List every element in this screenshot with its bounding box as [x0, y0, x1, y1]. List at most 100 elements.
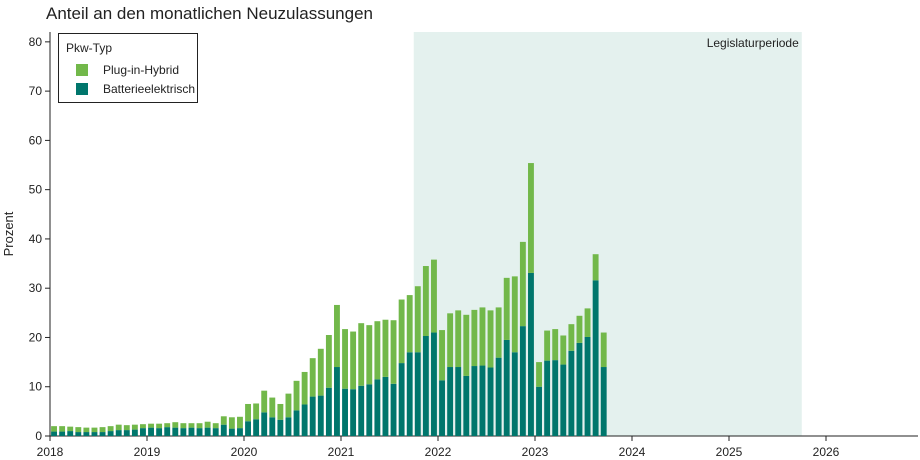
- axes: 0 10 20 30 40 50 60 70 80 2018 2019 2020 2021 2022 202…: [29, 32, 918, 459]
- bar-plug-in-hybrid: [253, 403, 260, 420]
- bar-batterieelektrisch: [390, 383, 397, 436]
- bar-batterieelektrisch: [245, 421, 251, 436]
- bar-batterieelektrisch: [220, 424, 227, 436]
- bar-plug-in-hybrid: [228, 417, 235, 429]
- bar-plug-in-hybrid: [568, 324, 575, 351]
- bar-batterieelektrisch: [600, 367, 607, 436]
- legislaturperiode-label: Legislaturperiode: [707, 36, 799, 50]
- bar-plug-in-hybrid: [212, 423, 219, 429]
- bar-plug-in-hybrid: [560, 335, 567, 365]
- legend-label-bev: Batterieelektrisch: [103, 82, 196, 96]
- bar-plug-in-hybrid: [196, 423, 203, 429]
- bar-plug-in-hybrid: [285, 393, 292, 418]
- bar-plug-in-hybrid: [544, 330, 551, 361]
- bar-plug-in-hybrid: [358, 323, 365, 386]
- y-tick-label: 80: [29, 35, 43, 49]
- bar-batterieelektrisch: [123, 430, 130, 436]
- bar-batterieelektrisch: [584, 336, 591, 436]
- bar-plug-in-hybrid: [269, 397, 276, 418]
- bar-batterieelektrisch: [406, 352, 413, 436]
- bar-batterieelektrisch: [180, 428, 187, 436]
- bar-plug-in-hybrid: [479, 307, 486, 366]
- bar-plug-in-hybrid: [536, 362, 542, 387]
- period-layer: Legislaturperiode: [413, 32, 802, 436]
- bar-plug-in-hybrid: [503, 277, 510, 340]
- y-tick-label: 60: [29, 133, 43, 147]
- bar-batterieelektrisch: [552, 360, 559, 436]
- bar-batterieelektrisch: [325, 387, 332, 436]
- bar-plug-in-hybrid: [317, 348, 324, 396]
- bar-batterieelektrisch: [439, 380, 445, 436]
- x-tick-label: 2025: [716, 445, 743, 459]
- bar-plug-in-hybrid: [600, 332, 607, 368]
- bar-plug-in-hybrid: [220, 416, 227, 425]
- bar-batterieelektrisch: [107, 431, 114, 436]
- y-axis-label: Prozent: [1, 211, 16, 256]
- bar-plug-in-hybrid: [366, 325, 373, 385]
- bar-batterieelektrisch: [204, 427, 211, 436]
- bar-plug-in-hybrid: [463, 314, 470, 376]
- x-tick-label: 2022: [425, 445, 452, 459]
- legend-label-phev: Plug-in-Hybrid: [103, 63, 180, 77]
- bar-plug-in-hybrid: [99, 427, 106, 433]
- bar-batterieelektrisch: [334, 367, 340, 436]
- y-tick-label: 10: [29, 380, 43, 394]
- bar-batterieelektrisch: [519, 326, 526, 436]
- bar-plug-in-hybrid: [455, 310, 462, 368]
- bar-batterieelektrisch: [99, 432, 106, 436]
- bar-plug-in-hybrid: [180, 423, 187, 429]
- bar-batterieelektrisch: [358, 385, 365, 436]
- bar-batterieelektrisch: [592, 280, 599, 436]
- x-tick-label: 2023: [522, 445, 549, 459]
- bar-plug-in-hybrid: [592, 254, 599, 281]
- bar-batterieelektrisch: [67, 431, 74, 436]
- bar-batterieelektrisch: [317, 395, 324, 436]
- bar-batterieelektrisch: [382, 376, 389, 436]
- bar-plug-in-hybrid: [414, 286, 421, 353]
- legend: Pkw-Typ Plug-in-Hybrid Batterieelektrisc…: [58, 33, 198, 103]
- bar-plug-in-hybrid: [382, 319, 389, 377]
- bar-plug-in-hybrid: [123, 425, 130, 431]
- bar-plug-in-hybrid: [301, 371, 308, 405]
- bar-batterieelektrisch: [536, 386, 542, 436]
- bar-batterieelektrisch: [342, 388, 348, 436]
- bar-plug-in-hybrid: [334, 304, 340, 368]
- bar-plug-in-hybrid: [439, 330, 445, 381]
- bar-plug-in-hybrid: [148, 423, 154, 428]
- bar-plug-in-hybrid: [245, 403, 251, 422]
- bar-batterieelektrisch: [140, 428, 146, 436]
- bar-plug-in-hybrid: [519, 241, 526, 327]
- bar-batterieelektrisch: [253, 419, 260, 436]
- bar-plug-in-hybrid: [511, 276, 518, 353]
- bar-plug-in-hybrid: [293, 380, 300, 411]
- bar-batterieelektrisch: [148, 427, 154, 436]
- bar-plug-in-hybrid: [398, 299, 405, 364]
- bar-plug-in-hybrid: [75, 427, 82, 433]
- bar-batterieelektrisch: [131, 429, 138, 436]
- bar-plug-in-hybrid: [140, 424, 146, 429]
- bar-batterieelektrisch: [91, 432, 98, 436]
- bar-batterieelektrisch: [51, 431, 57, 436]
- bar-batterieelektrisch: [471, 366, 478, 436]
- x-tick-label: 2024: [619, 445, 646, 459]
- x-tick-label: 2021: [328, 445, 355, 459]
- bar-batterieelektrisch: [366, 384, 373, 436]
- bar-plug-in-hybrid: [309, 358, 316, 397]
- bar-plug-in-hybrid: [131, 424, 138, 430]
- bar-batterieelektrisch: [83, 432, 90, 436]
- bar-batterieelektrisch: [293, 410, 300, 436]
- bar-plug-in-hybrid: [342, 329, 348, 389]
- bar-plug-in-hybrid: [188, 423, 195, 428]
- bar-plug-in-hybrid: [91, 427, 98, 433]
- bar-batterieelektrisch: [528, 272, 534, 436]
- y-tick-label: 0: [35, 429, 42, 443]
- bar-batterieelektrisch: [285, 417, 292, 436]
- bar-plug-in-hybrid: [495, 307, 502, 358]
- bar-batterieelektrisch: [447, 367, 454, 436]
- chart-title: Anteil an den monatlichen Neuzulassungen: [46, 4, 374, 23]
- bar-batterieelektrisch: [487, 367, 494, 436]
- bar-plug-in-hybrid: [164, 423, 171, 428]
- x-tick-label: 2026: [813, 445, 840, 459]
- bar-plug-in-hybrid: [156, 423, 163, 429]
